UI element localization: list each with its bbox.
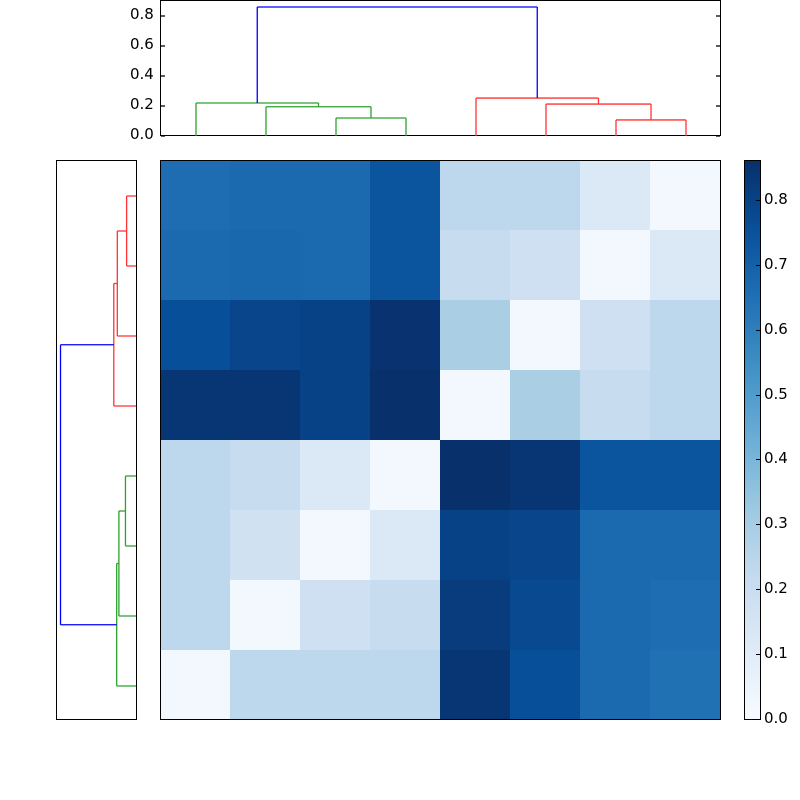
heatmap-cell (650, 440, 720, 510)
colorbar-tick-label: 0.5 (764, 384, 788, 403)
heatmap-cell (440, 370, 510, 440)
heatmap-cell (650, 230, 720, 300)
heatmap-cell (161, 440, 230, 510)
heatmap-cell (300, 650, 370, 719)
heatmap-cell (300, 300, 370, 370)
top-dendrogram-axes (160, 0, 721, 137)
colorbar-tick-label: 0.2 (764, 579, 788, 598)
y-tick-label: 0.8 (130, 5, 154, 23)
heatmap-cell (440, 440, 510, 510)
top-dendrogram-plot (161, 6, 720, 137)
colorbar-tick-label: 0.6 (764, 319, 788, 338)
heatmap-cell (300, 370, 370, 440)
colorbar (744, 160, 761, 720)
heatmap-cell (510, 510, 580, 580)
heatmap-cell (650, 161, 720, 230)
heatmap-cell (370, 580, 440, 650)
heatmap-cell (650, 300, 720, 370)
heatmap-cell (440, 161, 510, 230)
colorbar-tick (756, 459, 760, 461)
heatmap-cell (650, 650, 720, 719)
colorbar-tick-label: 0.7 (764, 254, 788, 273)
heatmap-cell (580, 510, 650, 580)
heatmap-cell (161, 300, 230, 370)
colorbar-tick (756, 589, 760, 591)
left-dendrogram-axes (56, 160, 137, 720)
heatmap-cell (370, 510, 440, 580)
y-tick-label: 0.0 (130, 125, 154, 143)
heatmap-cell (230, 230, 300, 300)
heatmap-cell (300, 161, 370, 230)
heatmap-cell (580, 161, 650, 230)
heatmap-cell (230, 370, 300, 440)
heatmap-cell (650, 370, 720, 440)
y-tick-label: 0.6 (130, 35, 154, 53)
colorbar-tick (756, 264, 760, 266)
heatmap-cell (650, 580, 720, 650)
heatmap-cell (580, 580, 650, 650)
heatmap-cell (370, 650, 440, 719)
colorbar-tick-label: 0.8 (764, 189, 788, 208)
heatmap-cell (161, 161, 230, 230)
heatmap-cell (370, 370, 440, 440)
y-tick-label: 0.4 (130, 65, 154, 83)
heatmap-cell (300, 580, 370, 650)
heatmap-cell (580, 230, 650, 300)
colorbar-tick-label: 0.0 (764, 709, 788, 727)
heatmap-cell (510, 230, 580, 300)
heatmap-cell (161, 580, 230, 650)
heatmap-cell (230, 161, 300, 230)
y-tick-label: 0.2 (130, 95, 154, 113)
heatmap-cell (300, 230, 370, 300)
heatmap-cell (300, 510, 370, 580)
heatmap-cell (580, 370, 650, 440)
heatmap-cell (440, 300, 510, 370)
colorbar-tick-label: 0.3 (764, 514, 788, 533)
colorbar-tick-label: 0.4 (764, 449, 788, 468)
colorbar-tick (756, 654, 760, 656)
heatmap-cell (230, 300, 300, 370)
colorbar-tick (756, 524, 760, 526)
heatmap-cell (161, 650, 230, 719)
heatmap-cell (230, 440, 300, 510)
colorbar-tick (756, 719, 760, 720)
heatmap-cell (510, 300, 580, 370)
heatmap-cell (580, 440, 650, 510)
heatmap-cell (161, 370, 230, 440)
heatmap-cell (510, 370, 580, 440)
heatmap-cell (440, 650, 510, 719)
heatmap-cell (300, 440, 370, 510)
heatmap-cell (510, 440, 580, 510)
heatmap-cell (440, 230, 510, 300)
heatmap-cell (370, 230, 440, 300)
heatmap-cell (580, 300, 650, 370)
heatmap-cell (161, 510, 230, 580)
heatmap-cell (230, 580, 300, 650)
heatmap-cell (230, 650, 300, 719)
heatmap-cell (580, 650, 650, 719)
colorbar-tick (756, 329, 760, 331)
heatmap-cell (370, 440, 440, 510)
colorbar-tick-label: 0.1 (764, 644, 788, 663)
heatmap-cell (230, 510, 300, 580)
heatmap-cell (440, 510, 510, 580)
colorbar-tick (756, 394, 760, 396)
heatmap-cell (440, 580, 510, 650)
heatmap-cell (161, 230, 230, 300)
heatmap-cell (650, 510, 720, 580)
heatmap-cell (370, 300, 440, 370)
heatmap-cell (370, 161, 440, 230)
heatmap-cell (510, 650, 580, 719)
heatmap-cell (510, 161, 580, 230)
colorbar-tick (756, 199, 760, 201)
heatmap-cell (510, 580, 580, 650)
heatmap-axes (160, 160, 721, 720)
left-dendrogram-plot (59, 195, 136, 687)
